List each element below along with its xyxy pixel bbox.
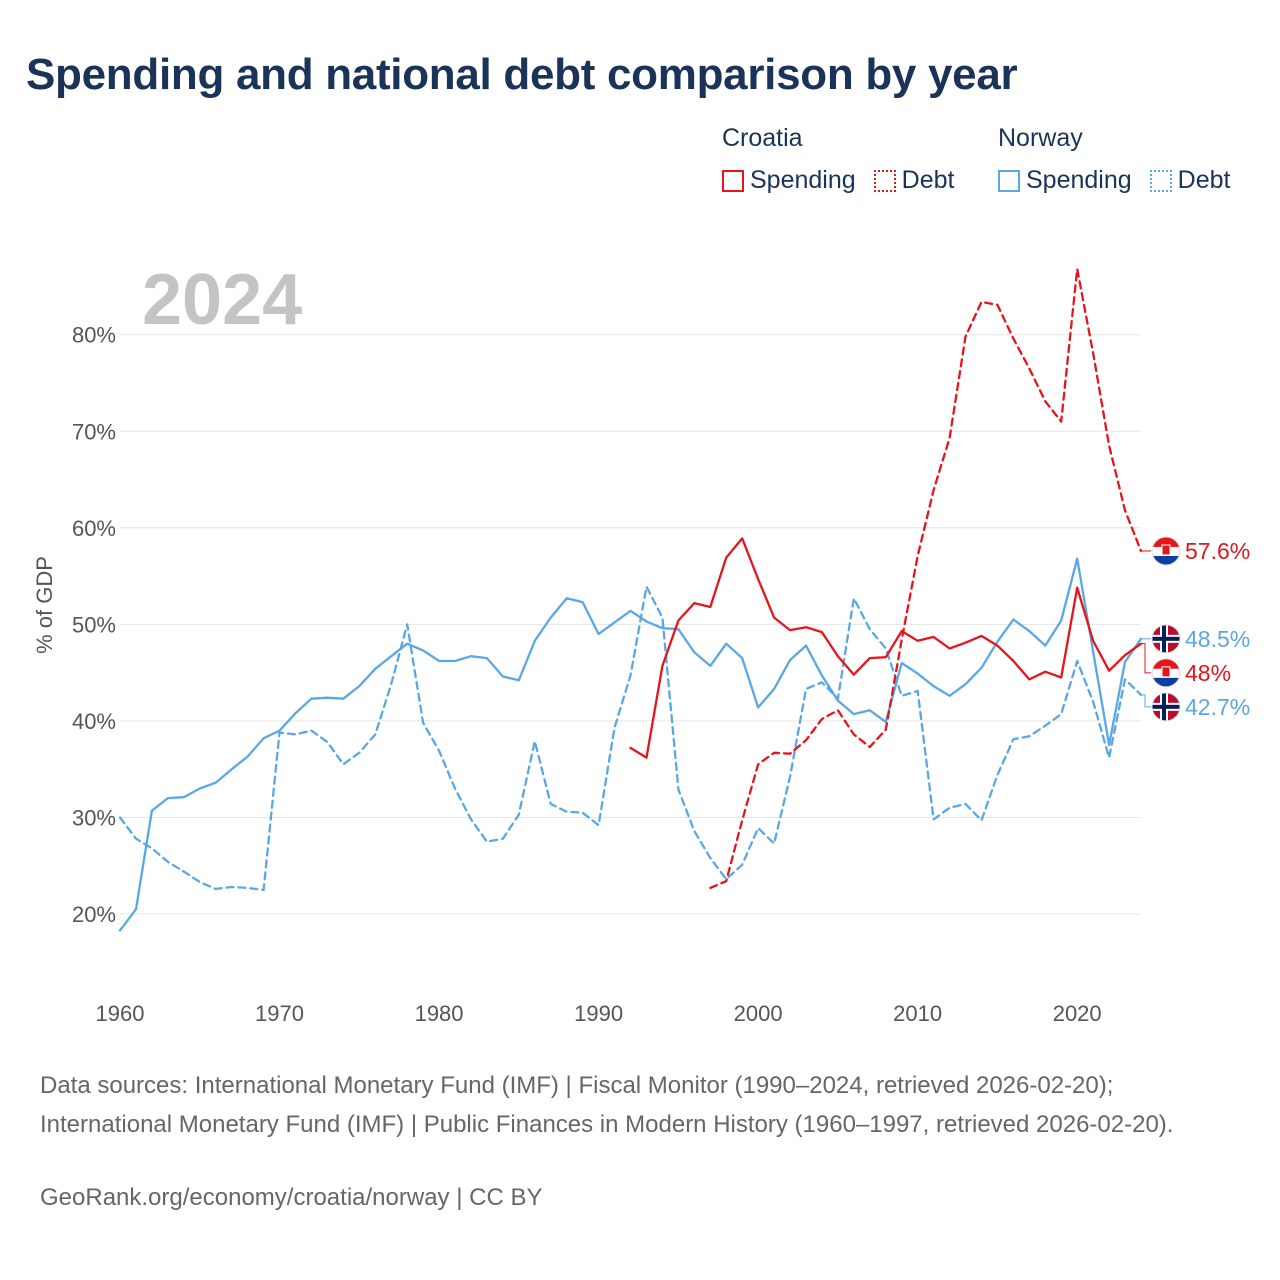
series-line-norway-debt [118, 585, 1143, 892]
end-value-label: 42.7% [1185, 694, 1250, 720]
end-label-connector [1141, 694, 1151, 708]
legend-swatch-dotted [873, 169, 896, 192]
croatia-flag-icon [1151, 658, 1181, 688]
x-tick-label: 1960 [96, 1001, 145, 1026]
norway-flag-icon [1151, 692, 1181, 722]
legend-item-croatia-spending[interactable]: Spending [722, 166, 856, 195]
legend-swatch-solid [722, 169, 744, 192]
end-label-connector [1141, 643, 1151, 674]
legend-label: Debt [1177, 166, 1231, 194]
line-chart: 2024 20%30%40%50%60%70%80% 1960 1970 1980 1… [32, 260, 1250, 1026]
end-value-label: 57.6% [1185, 538, 1250, 564]
y-axis: 20% 30% 40% 50% 60% 70% 80% [72, 323, 116, 927]
chart-area: 2024 20% 30% 40% 50% 60% 70% 80% 1960 1970 1980 1… [32, 260, 1250, 1026]
croatia-flag-icon [1151, 536, 1181, 566]
series-line-croatia-debt [709, 267, 1143, 890]
y-tick-label: 20% [72, 902, 116, 927]
x-tick-label: 2000 [734, 1001, 783, 1026]
legend-group-croatia: Croatia Spending Debt [722, 124, 972, 195]
x-axis: 1960 1970 1980 1990 2000 2010 2020 [96, 1001, 1102, 1026]
y-tick-label: 30% [72, 805, 116, 830]
data-sources: Data sources: International Monetary Fun… [40, 1072, 1174, 1138]
grid-layer [120, 334, 1141, 915]
y-tick-label: 80% [72, 323, 116, 348]
legend-label: Spending [1026, 166, 1132, 194]
y-tick-label: 50% [72, 612, 116, 637]
legend-label: Debt [901, 166, 955, 194]
legend-swatch-dotted [1149, 169, 1172, 192]
x-tick-label: 2010 [893, 1001, 942, 1026]
legend-item-croatia-debt[interactable]: Debt [873, 166, 955, 195]
series-layer [118, 267, 1143, 932]
series-line-norway-spending [118, 557, 1143, 932]
end-value-label: 48% [1185, 660, 1231, 686]
legend-label: Spending [750, 166, 856, 194]
year-label: 2024 [142, 260, 302, 340]
y-tick-label: 70% [72, 419, 116, 444]
legend-item-norway-spending[interactable]: Spending [998, 166, 1132, 195]
y-axis-label: % of GDP [32, 556, 57, 654]
end-value-label: 48.5% [1185, 626, 1250, 652]
legend-swatch-solid [998, 169, 1020, 192]
credit-line: GeoRank.org/economy/croatia/norway | CC … [40, 1184, 543, 1211]
y-tick-label: 60% [72, 516, 116, 541]
x-tick-label: 1990 [574, 1001, 623, 1026]
chart-title: Spending and national debt comparison by… [26, 50, 1018, 99]
series-line-croatia-spending [629, 537, 1143, 759]
x-tick-label: 1970 [255, 1001, 304, 1026]
x-tick-label: 1980 [415, 1001, 464, 1026]
norway-flag-icon [1151, 624, 1181, 654]
y-tick-label: 40% [72, 709, 116, 734]
legend-item-norway-debt[interactable]: Debt [1149, 166, 1231, 195]
x-tick-label: 2020 [1053, 1001, 1102, 1026]
legend-group-norway: Norway Spending Debt [998, 124, 1248, 195]
end-labels: 57.6% 48.5% 48% 42.7% [1141, 536, 1250, 722]
legend-group-title: Norway [998, 124, 1083, 152]
legend-group-title: Croatia [722, 124, 803, 152]
